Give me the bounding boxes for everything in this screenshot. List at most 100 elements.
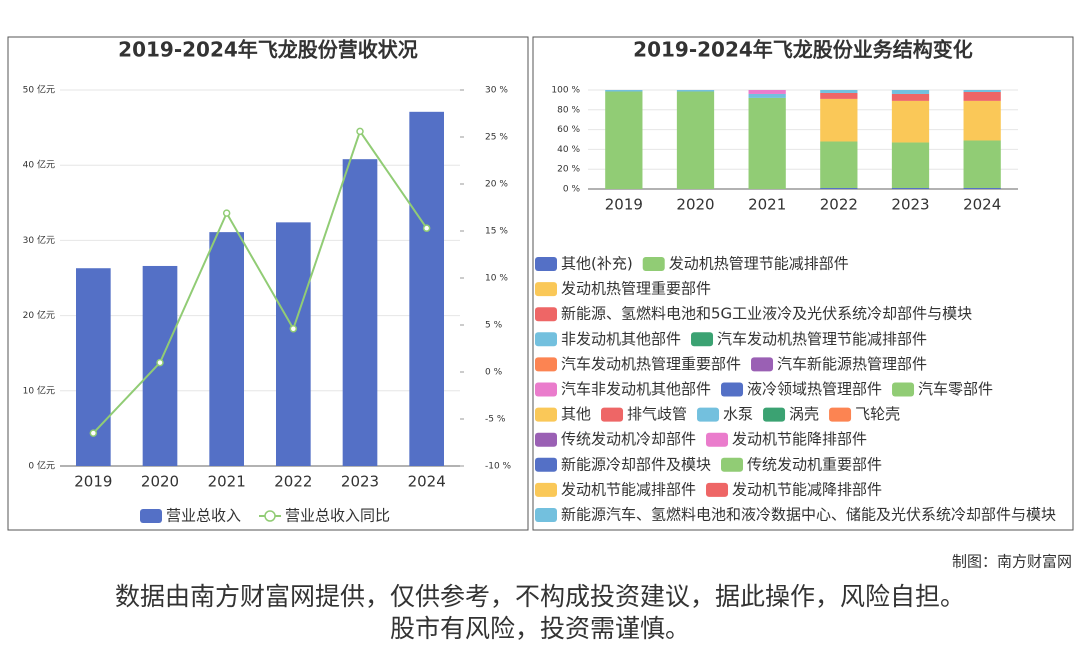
credit: 制图：南方财富网 [952, 553, 1072, 571]
legend-label: 新能源汽车、氢燃料电池和液冷数据中心、储能及光伏系统冷却部件与模块 [561, 506, 1056, 524]
legend-label: 液冷领域热管理部件 [747, 380, 882, 398]
bar-segment [891, 93, 930, 101]
x-tick-label: 2024 [408, 473, 446, 491]
legend-swatch [535, 282, 557, 297]
y-tick-label: 20 亿元 [23, 309, 55, 321]
legend-label: 汽车非发动机其他部件 [561, 380, 711, 398]
disclaimer: 股市有风险，投资需谨慎。 [390, 614, 690, 643]
legend-swatch [264, 510, 276, 522]
x-tick-label: 2019 [74, 473, 112, 491]
y2-tick-label: 30 % [485, 86, 508, 96]
legend-label: 发动机节能降排部件 [732, 430, 867, 448]
legend-swatch [691, 332, 714, 347]
legend-label: 营业总收入 [166, 507, 241, 525]
legend-swatch [892, 382, 915, 397]
bar-segment [820, 90, 858, 93]
legend-label: 发动机节能减排部件 [561, 480, 696, 498]
y2-tick-label: -5 % [485, 415, 506, 425]
bar-segment [820, 98, 858, 142]
point [89, 429, 98, 437]
bar-segment [891, 90, 930, 94]
y2-tick-label: 5 % [485, 321, 503, 331]
y-tick-label: 40 亿元 [23, 159, 55, 171]
x-tick-label: 2022 [820, 196, 858, 214]
y2-tick-label: 15 % [485, 227, 508, 237]
legend-swatch [706, 482, 729, 497]
legend-swatch [535, 457, 557, 472]
legend-swatch [535, 407, 557, 422]
x-tick-label: 2021 [748, 196, 786, 214]
legend-label: 发动机节能减降排部件 [732, 480, 882, 498]
point [222, 209, 231, 217]
legend-label: 传统发动机重要部件 [747, 455, 882, 473]
legend-swatch [535, 482, 557, 497]
right-panel [532, 36, 1074, 531]
disclaimer: 数据由南方财富网提供，仅供参考，不构成投资建议，据此操作，风险自担。 [115, 582, 965, 611]
x-tick-label: 2019 [605, 196, 643, 214]
x-tick-label: 2024 [963, 196, 1001, 214]
y2-tick-label: 10 % [485, 274, 508, 284]
bar [342, 159, 378, 466]
legend-swatch [721, 457, 744, 472]
point [356, 127, 364, 136]
bar-segment [748, 97, 786, 189]
legend-label: 飞轮壳 [855, 405, 900, 423]
bar-segment [891, 142, 930, 189]
chart-title: 2019-2024年飞龙股份业务结构变化 [633, 38, 973, 62]
y-tick-label: 10 亿元 [23, 384, 55, 396]
y2-tick-label: 20 % [485, 180, 508, 190]
y-tick-label: 30 亿元 [23, 234, 55, 246]
y2-tick-label: 0 % [485, 368, 503, 378]
legend-label: 汽车新能源热管理部件 [777, 355, 927, 373]
legend-label: 其他(补充) [561, 255, 633, 273]
legend-swatch [535, 332, 557, 347]
bar-segment [820, 188, 858, 189]
bar-segment [748, 93, 786, 98]
legend-swatch [535, 257, 557, 271]
legend-swatch [535, 307, 557, 322]
legend-label: 新能源冷却部件及模块 [561, 455, 711, 473]
point [422, 224, 431, 232]
bar-segment [676, 91, 715, 189]
y-tick-label: 40 % [557, 145, 580, 155]
legend-label: 传统发动机冷却部件 [561, 430, 696, 448]
legend-label: 营业总收入同比 [285, 507, 390, 525]
point [156, 358, 164, 367]
legend-swatch [706, 432, 729, 447]
legend: 其他(补充) 发动机热管理节能减排部件发动机热管理重要部件新能源、氢燃料电池和5G… [535, 255, 1056, 524]
chart-title: 2019-2024年飞龙股份营收状况 [118, 38, 418, 62]
y-tick-label: 80 % [557, 105, 580, 115]
y2-tick-label: -10 % [485, 462, 512, 472]
legend-swatch [642, 257, 665, 271]
legend-label: 非发动机其他部件 [561, 330, 681, 348]
bar-segment [963, 188, 1001, 189]
bar-segment [963, 91, 1001, 101]
legend-swatch [721, 382, 744, 397]
x-tick-label: 2020 [141, 473, 179, 491]
x-tick-label: 2021 [208, 473, 246, 491]
x-tick-label: 2023 [341, 473, 379, 491]
legend-swatch [697, 407, 720, 422]
legend-swatch [140, 509, 162, 523]
bar-segment [963, 100, 1001, 141]
legend-swatch [535, 508, 557, 522]
bar-segment [891, 188, 930, 189]
bar-segment [748, 90, 786, 94]
y-tick-label: 20 % [557, 165, 580, 175]
y-tick-label: 50 亿元 [23, 84, 55, 96]
x-tick-label: 2023 [891, 196, 929, 214]
legend-swatch [763, 407, 786, 422]
legend-label: 汽车发动机热管理重要部件 [561, 355, 741, 373]
legend-swatch [535, 357, 557, 372]
bar-segment [891, 100, 930, 143]
legend-label: 汽车零部件 [918, 380, 993, 398]
bar-segment [605, 91, 643, 189]
bar [409, 111, 444, 467]
x-tick-label: 2022 [274, 473, 312, 491]
legend-label: 发动机热管理重要部件 [561, 280, 711, 298]
legend-label: 水泵 [723, 405, 753, 423]
bar-segment [963, 90, 1001, 92]
legend-swatch [829, 407, 852, 422]
x-tick-label: 2020 [676, 196, 714, 214]
legend-swatch [535, 432, 557, 447]
